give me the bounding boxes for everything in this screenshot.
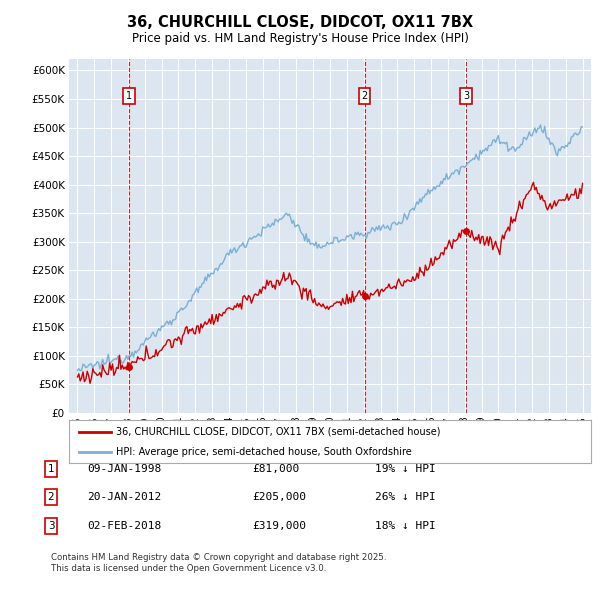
Text: 09-JAN-1998: 09-JAN-1998 bbox=[87, 464, 161, 474]
Text: £205,000: £205,000 bbox=[252, 493, 306, 502]
Text: 20-JAN-2012: 20-JAN-2012 bbox=[87, 493, 161, 502]
Text: 1: 1 bbox=[47, 464, 55, 474]
Text: 19% ↓ HPI: 19% ↓ HPI bbox=[375, 464, 436, 474]
Text: 2: 2 bbox=[361, 91, 368, 101]
Text: 26% ↓ HPI: 26% ↓ HPI bbox=[375, 493, 436, 502]
Text: 36, CHURCHILL CLOSE, DIDCOT, OX11 7BX (semi-detached house): 36, CHURCHILL CLOSE, DIDCOT, OX11 7BX (s… bbox=[116, 427, 440, 437]
Text: £319,000: £319,000 bbox=[252, 521, 306, 530]
Text: 3: 3 bbox=[47, 521, 55, 530]
Text: Contains HM Land Registry data © Crown copyright and database right 2025.
This d: Contains HM Land Registry data © Crown c… bbox=[51, 553, 386, 573]
Text: 02-FEB-2018: 02-FEB-2018 bbox=[87, 521, 161, 530]
Text: HPI: Average price, semi-detached house, South Oxfordshire: HPI: Average price, semi-detached house,… bbox=[116, 447, 412, 457]
Text: 2: 2 bbox=[47, 493, 55, 502]
Text: 3: 3 bbox=[463, 91, 469, 101]
Text: Price paid vs. HM Land Registry's House Price Index (HPI): Price paid vs. HM Land Registry's House … bbox=[131, 32, 469, 45]
Text: £81,000: £81,000 bbox=[252, 464, 299, 474]
Text: 36, CHURCHILL CLOSE, DIDCOT, OX11 7BX: 36, CHURCHILL CLOSE, DIDCOT, OX11 7BX bbox=[127, 15, 473, 30]
Text: 1: 1 bbox=[126, 91, 132, 101]
Text: 18% ↓ HPI: 18% ↓ HPI bbox=[375, 521, 436, 530]
